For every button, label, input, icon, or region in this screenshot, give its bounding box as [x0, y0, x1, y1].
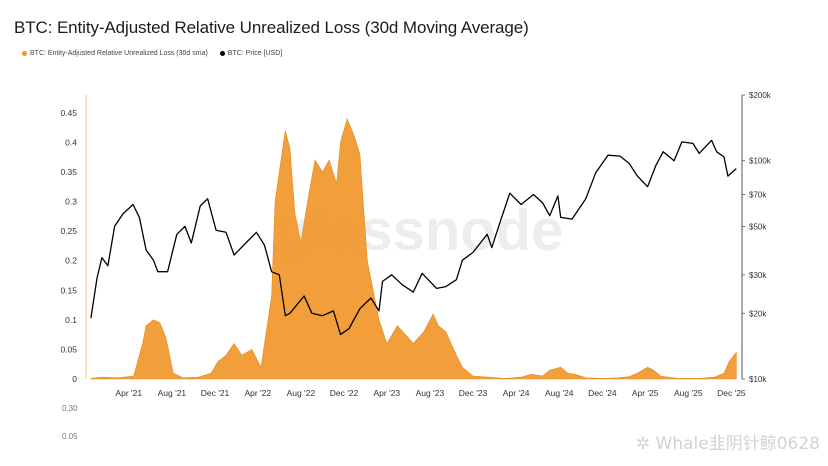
cutoff-label-2: 0.05	[62, 432, 78, 441]
x-tick-label: Dec '25	[717, 388, 746, 398]
x-tick-label: Aug '25	[674, 388, 703, 398]
legend-item-price[interactable]: BTC: Price [USD]	[219, 50, 283, 57]
loss-area-series	[90, 117, 737, 380]
y-left-tick-label: 0.25	[60, 226, 77, 236]
chart-title: BTC: Entity-Adjusted Relative Unrealized…	[14, 18, 529, 37]
y-left-tick-label: 0.35	[60, 167, 77, 177]
y-left-tick-label: 0.3	[65, 197, 77, 207]
y-right-tick-label: $70k	[749, 191, 767, 200]
y-left-tick-label: 0.15	[60, 285, 77, 295]
legend: BTC: Entity-Adjusted Relative Unrealized…	[22, 50, 282, 57]
y-left-tick-label: 0.1	[65, 315, 77, 325]
legend-swatch-price	[219, 51, 225, 56]
x-tick-label: Apr '23	[373, 388, 400, 398]
x-tick-label: Aug '21	[158, 388, 187, 398]
y-right-tick-label: $50k	[749, 222, 767, 231]
y-left-tick-label: 0.05	[60, 344, 77, 354]
y-right-tick-label: $200k	[749, 91, 772, 100]
x-tick-label: Apr '24	[503, 388, 530, 398]
watermark: ✲ Whale韭阴针鲸0628	[635, 434, 820, 454]
y-left-tick-label: 0.4	[65, 137, 77, 147]
x-tick-label: Dec '21	[201, 388, 230, 398]
y-left-tick-label: 0.45	[60, 108, 77, 118]
x-tick-label: Apr '22	[244, 388, 271, 398]
x-tick-label: Aug '22	[287, 388, 316, 398]
y-right-tick-label: $10k	[749, 375, 767, 384]
price-line-series	[90, 139, 737, 336]
legend-label-price: BTC: Price [USD]	[227, 50, 283, 57]
y-left-tick-label: 0.2	[65, 256, 77, 266]
legend-label-loss: BTC: Entity-Adjusted Relative Unrealized…	[30, 50, 208, 57]
y-right-tick-label: $20k	[749, 309, 767, 318]
x-tick-label: Dec '22	[330, 388, 359, 398]
x-tick-label: Aug '23	[416, 388, 445, 398]
x-tick-label: Apr '21	[115, 388, 142, 398]
cutoff-label-1: 0.30	[62, 404, 78, 413]
x-tick-label: Dec '24	[588, 388, 617, 398]
y-right-tick-label: $30k	[749, 271, 767, 280]
y-left-tick-label: 0	[72, 374, 77, 384]
legend-item-loss[interactable]: BTC: Entity-Adjusted Relative Unrealized…	[22, 50, 208, 57]
legend-swatch-loss	[22, 51, 27, 56]
x-tick-label: Dec '23	[459, 388, 488, 398]
y-right-tick-label: $100k	[749, 157, 772, 166]
x-tick-label: Apr '25	[632, 388, 659, 398]
x-tick-label: Aug '24	[545, 388, 574, 398]
